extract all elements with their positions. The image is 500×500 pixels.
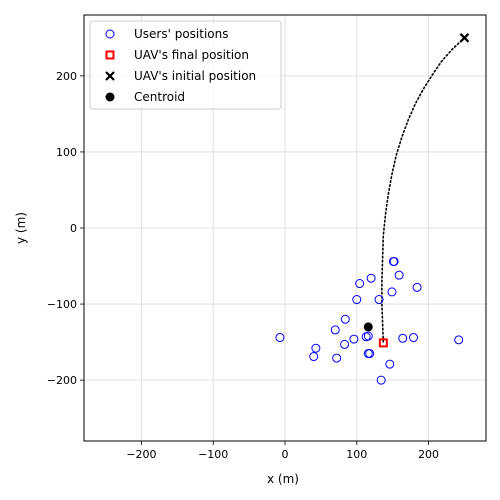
x-tick-label: 100	[346, 448, 367, 461]
legend-entry-users: Users' positions	[134, 27, 229, 41]
x-tick-label: 200	[418, 448, 439, 461]
data-markers	[275, 33, 470, 385]
y-tick-label: 100	[56, 146, 77, 159]
uav-final-position-marker	[378, 338, 388, 348]
trajectory-line	[381, 36, 466, 344]
user-position-marker	[365, 349, 375, 359]
x-marker-stroke	[459, 33, 470, 43]
x-marker-stroke	[105, 71, 115, 81]
user-position-marker	[376, 375, 386, 385]
user-position-marker	[363, 331, 373, 341]
user-position-marker	[309, 352, 319, 362]
user-position-marker	[387, 287, 397, 297]
x-tick-label: −100	[198, 448, 228, 461]
user-position-marker	[366, 273, 376, 283]
user-position-marker	[275, 333, 285, 343]
user-position-marker	[412, 282, 422, 292]
legend-entry-uav-final: UAV's final position	[134, 48, 249, 62]
x-tick-label: 0	[282, 448, 289, 461]
user-position-marker	[311, 343, 321, 353]
y-tick-label: −200	[47, 374, 77, 387]
legend-marker	[105, 92, 115, 102]
user-position-marker	[349, 334, 359, 344]
legend-entry-uav-initial: UAV's initial position	[134, 69, 256, 83]
x-axis-label: x (m)	[267, 472, 299, 486]
legend: Users' positions UAV's final position UAV'…	[89, 20, 282, 110]
legend-marker	[105, 29, 115, 39]
legend-marker	[105, 50, 115, 60]
centroid-marker	[363, 322, 373, 332]
user-position-marker	[332, 353, 342, 363]
user-position-marker	[394, 270, 404, 280]
user-position-marker	[374, 295, 384, 305]
user-position-marker	[408, 333, 418, 343]
user-position-marker	[389, 256, 399, 266]
legend-box	[89, 20, 282, 110]
axis-ticks: −200 −100 0 100 200 −200 −100 0 100 200	[47, 70, 439, 461]
user-position-marker	[340, 314, 350, 324]
user-position-marker	[385, 359, 395, 369]
uav-initial-position-marker	[459, 33, 470, 43]
legend-marker	[105, 71, 115, 81]
user-position-marker	[454, 335, 464, 345]
y-tick-label: 0	[70, 222, 77, 235]
y-tick-label: −100	[47, 298, 77, 311]
uav-trajectory	[381, 36, 466, 344]
user-position-marker	[352, 295, 362, 305]
y-tick-label: 200	[56, 70, 77, 83]
y-axis-label: y (m)	[14, 212, 28, 244]
user-position-marker	[398, 333, 408, 343]
user-position-marker	[355, 279, 365, 289]
user-position-marker	[340, 339, 350, 349]
user-position-marker	[330, 325, 340, 335]
legend-entry-centroid: Centroid	[134, 90, 185, 104]
x-tick-label: −200	[126, 448, 156, 461]
